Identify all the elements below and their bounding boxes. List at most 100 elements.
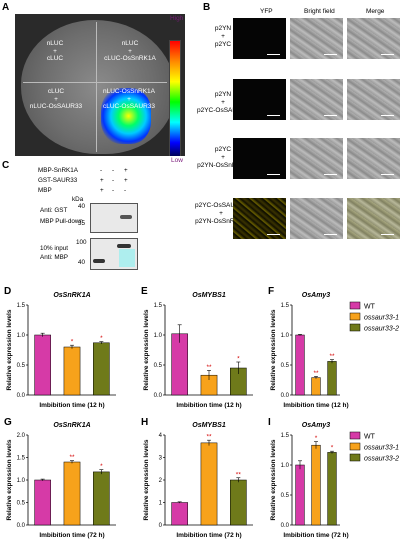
- bar-d-2: [93, 342, 110, 396]
- x-axis-label-d: Imbibition time (12 h): [39, 402, 104, 409]
- y-tick-label-i-3: 1.5: [281, 433, 290, 439]
- panel-letter-c: C: [2, 160, 10, 171]
- lower-marker-40: 40: [78, 259, 86, 266]
- pulldown-row-label-1: MBP-SnRK1A: [38, 167, 78, 174]
- y-tick-label-g-4: 2.0: [17, 433, 26, 439]
- y-tick-label-e-1: 0.5: [154, 363, 163, 369]
- luciferase-leaf-image: nLUC + cLUC nLUC + cLUC-OsSnRK1A cLUC + nLUC-O…: [15, 14, 185, 156]
- bar-g-0: [34, 479, 51, 526]
- pulldown-row-label-3: MBP: [38, 187, 52, 194]
- bar-f-1: [311, 377, 321, 396]
- column-header-merge: Merge: [366, 8, 385, 15]
- y-tick-label-e-3: 1.5: [154, 303, 163, 309]
- micrograph-merge-row1: [347, 18, 400, 59]
- bar-d-1: [63, 346, 81, 396]
- panel-letter-i: I: [268, 417, 271, 428]
- significance-i-1: *: [315, 435, 318, 442]
- lane-highlight: [119, 249, 135, 267]
- significance-f-2: **: [329, 353, 335, 360]
- legend-label-1-1: ossaur33-1: [364, 445, 399, 452]
- bifc-row-label-4: p2YC-OsSAUR33 + p2YN-OsSnRK1A: [194, 202, 248, 225]
- y-tick-label-d-2: 1.0: [17, 333, 26, 339]
- y-tick-label-g-3: 1.5: [17, 456, 26, 462]
- panel-letter-d: D: [4, 286, 11, 297]
- sign-r3-c1: +: [100, 187, 104, 194]
- panel-letter-g: G: [4, 417, 12, 428]
- leaf-divider-horizontal: [23, 82, 167, 83]
- chart-title-h: OsMYBS1: [192, 422, 226, 429]
- micrograph-bright-row4: [290, 198, 343, 239]
- micrograph-merge-row4: [347, 198, 400, 239]
- y-tick-label-f-1: 0.5: [281, 363, 290, 369]
- y-tick-label-d-3: 1.5: [17, 303, 26, 309]
- panel-letter-e: E: [141, 286, 148, 297]
- legend-label-0-2: ossaur33-2: [364, 326, 399, 333]
- quadrant-label-bottom-left: cLUC + nLUC-OsSAUR33: [29, 88, 83, 110]
- gst-band: [120, 215, 132, 219]
- y-tick-label-g-2: 1.0: [17, 478, 26, 484]
- bifc-row-label-2: p2YN + p2YC-OsSAUR33: [196, 91, 250, 114]
- colorbar-low-label: Low: [171, 157, 183, 164]
- y-tick-label-d-0: 0.0: [17, 393, 26, 399]
- x-axis-label-f: Imbibition time (12 h): [283, 402, 348, 409]
- y-tick-label-g-1: 0.5: [17, 501, 26, 507]
- bar-f-2: [327, 361, 337, 396]
- y-tick-label-h-4: 4: [159, 433, 163, 439]
- y-tick-label-i-1: 0.5: [281, 493, 290, 499]
- significance-h-1: **: [206, 434, 212, 441]
- sign-r2-c3: +: [124, 177, 128, 184]
- significance-d-2: *: [100, 335, 103, 342]
- y-axis-label-d: Relative expression levels: [6, 309, 13, 390]
- y-axis-label-h: Relative expression levels: [143, 439, 150, 520]
- legend-swatch-1-1: [349, 442, 361, 451]
- column-header-bright-field: Bright field: [304, 8, 335, 15]
- leaf-divider-vertical: [96, 22, 97, 152]
- bar-i-0: [295, 464, 305, 526]
- pulldown-row-label-2: GST-SAUR33: [38, 177, 78, 184]
- y-tick-label-i-0: 0.0: [281, 523, 290, 529]
- significance-g-1: **: [69, 454, 75, 461]
- chart-title-i: OsAmy3: [302, 422, 331, 429]
- bar-h-1: [200, 442, 218, 526]
- y-tick-label-i-2: 1.0: [281, 463, 290, 469]
- y-tick-label-h-1: 1: [159, 501, 163, 507]
- bar-d-0: [34, 334, 51, 396]
- legend-swatch-0-0: [349, 301, 361, 310]
- kda-label: kDa: [72, 196, 84, 203]
- lower-blot-label-2: Anti: MBP: [40, 254, 68, 261]
- bifc-row-label-3: p2YC + p2YN-OsSnRK1A: [197, 146, 249, 169]
- column-header-yfp: YFP: [260, 8, 273, 15]
- upper-marker-35: 35: [78, 220, 86, 227]
- y-tick-label-e-0: 0.0: [154, 393, 163, 399]
- y-tick-label-h-0: 0: [159, 523, 163, 529]
- legend-swatch-0-2: [349, 323, 361, 332]
- luminescence-signal: [101, 88, 151, 144]
- y-tick-label-f-2: 1.0: [281, 333, 290, 339]
- chart-title-d: OsSnRK1A: [53, 292, 90, 299]
- panel-letter-f: F: [268, 286, 274, 297]
- y-tick-label-h-2: 2: [159, 478, 163, 484]
- significance-e-1: **: [206, 364, 212, 371]
- significance-g-2: *: [100, 463, 103, 470]
- panel-letter-a: A: [2, 2, 10, 13]
- legend-swatch-1-2: [349, 453, 361, 462]
- bar-i-1: [311, 444, 321, 526]
- micrograph-merge-row3: [347, 138, 400, 179]
- x-axis-label-e: Imbibition time (12 h): [176, 402, 241, 409]
- western-blot-lower: [90, 238, 138, 270]
- sign-r3-c3: -: [124, 187, 127, 194]
- bar-h-2: [230, 479, 247, 526]
- significance-i-2: *: [331, 445, 334, 452]
- mbp-snrk1a-band: [117, 244, 131, 248]
- luminescence-colorbar: [169, 40, 181, 156]
- western-blot-upper: [90, 203, 138, 233]
- micrograph-yfp-row3: [233, 138, 286, 179]
- legend-label-1-2: ossaur33-2: [364, 456, 399, 463]
- chart-title-f: OsAmy3: [302, 292, 331, 299]
- sign-r2-c1: +: [100, 177, 104, 184]
- y-tick-label-h-3: 3: [159, 456, 163, 462]
- micrograph-yfp-row4: [233, 198, 286, 239]
- bar-i-2: [327, 452, 337, 526]
- quadrant-label-bottom-right: nLUC-OsSnRK1A + cLUC-OsSAUR33: [102, 88, 156, 110]
